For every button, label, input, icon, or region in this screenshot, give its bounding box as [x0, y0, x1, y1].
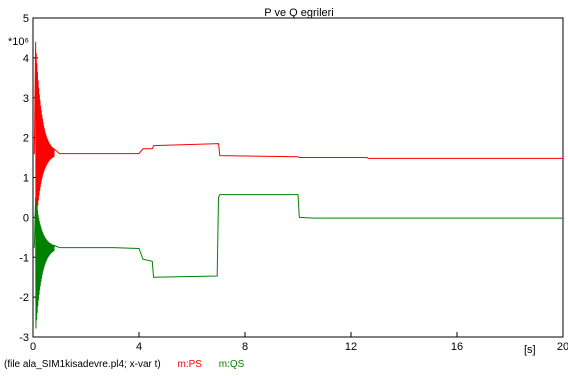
- y-tick-label: 0: [23, 212, 29, 224]
- series-line-ps: [33, 41, 563, 226]
- y-tick-label: 4: [23, 53, 29, 65]
- legend-qs: m:QS: [218, 359, 245, 370]
- y-tick-label: 1: [23, 173, 29, 185]
- y-scale-label: *10⁶: [8, 36, 29, 48]
- x-tick-label: 4: [136, 341, 142, 353]
- y-tick-label: -1: [19, 252, 29, 264]
- x-axis-label: [s]: [524, 344, 536, 356]
- x-tick-label: 8: [242, 341, 248, 353]
- series-line-qs: [33, 194, 563, 329]
- y-tick-label: 3: [23, 93, 29, 105]
- y-tick-label: -2: [19, 292, 29, 304]
- legend-ps: m:PS: [177, 359, 202, 370]
- x-tick-label: 20: [557, 341, 568, 353]
- x-tick-label: 16: [451, 341, 463, 353]
- file-info: (file ala_SIM1kisadevre.pl4; x-var t): [4, 359, 161, 370]
- x-tick-label: 12: [345, 341, 357, 353]
- footer-legend: (file ala_SIM1kisadevre.pl4; x-var t) m:…: [4, 359, 258, 370]
- y-tick-label: 5: [23, 13, 29, 25]
- plot-frame: [32, 17, 564, 338]
- y-tick-label: -3: [19, 332, 29, 344]
- series-layer: [33, 41, 563, 329]
- chart-title: P ve Q egrileri: [264, 7, 334, 19]
- x-tick-label: 0: [30, 341, 36, 353]
- y-tick-label: 2: [23, 133, 29, 145]
